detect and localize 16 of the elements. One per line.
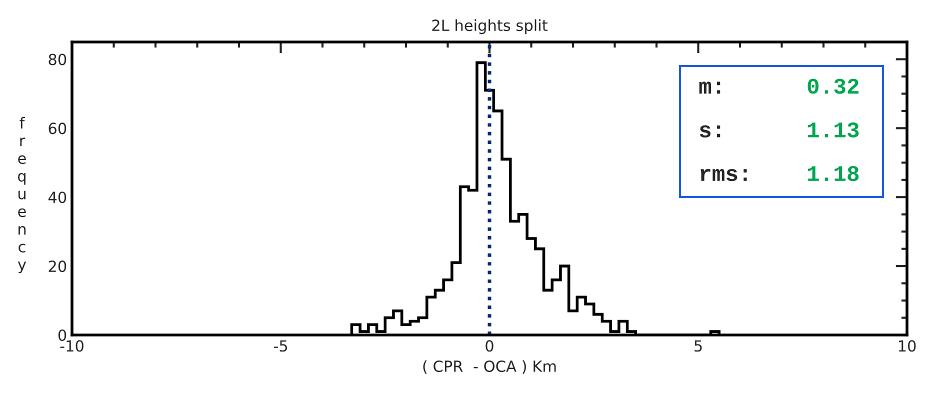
x-axis-title: ( CPR - OCA ) Km xyxy=(423,360,556,374)
text: m: 0.32 xyxy=(699,78,859,94)
y-tick-label: 20 xyxy=(48,260,66,272)
y-tick-label: 0 xyxy=(58,329,66,342)
x-tick-label: 5 xyxy=(694,340,702,352)
chart-title: 2L heights split xyxy=(432,19,548,34)
y-tick-label: 80 xyxy=(48,54,66,66)
text: frequency xyxy=(18,116,26,274)
y-tick-label: 40 xyxy=(48,192,66,204)
x-tick-label: -10 xyxy=(60,340,84,352)
text: s: 1.13 xyxy=(700,122,859,138)
y-tick-label: 60 xyxy=(48,122,66,134)
x-tick-label: -5 xyxy=(274,340,288,352)
x-tick-label: 10 xyxy=(898,340,916,352)
text: rms: 1.18 xyxy=(700,166,859,182)
x-tick-label: 0 xyxy=(486,340,494,352)
